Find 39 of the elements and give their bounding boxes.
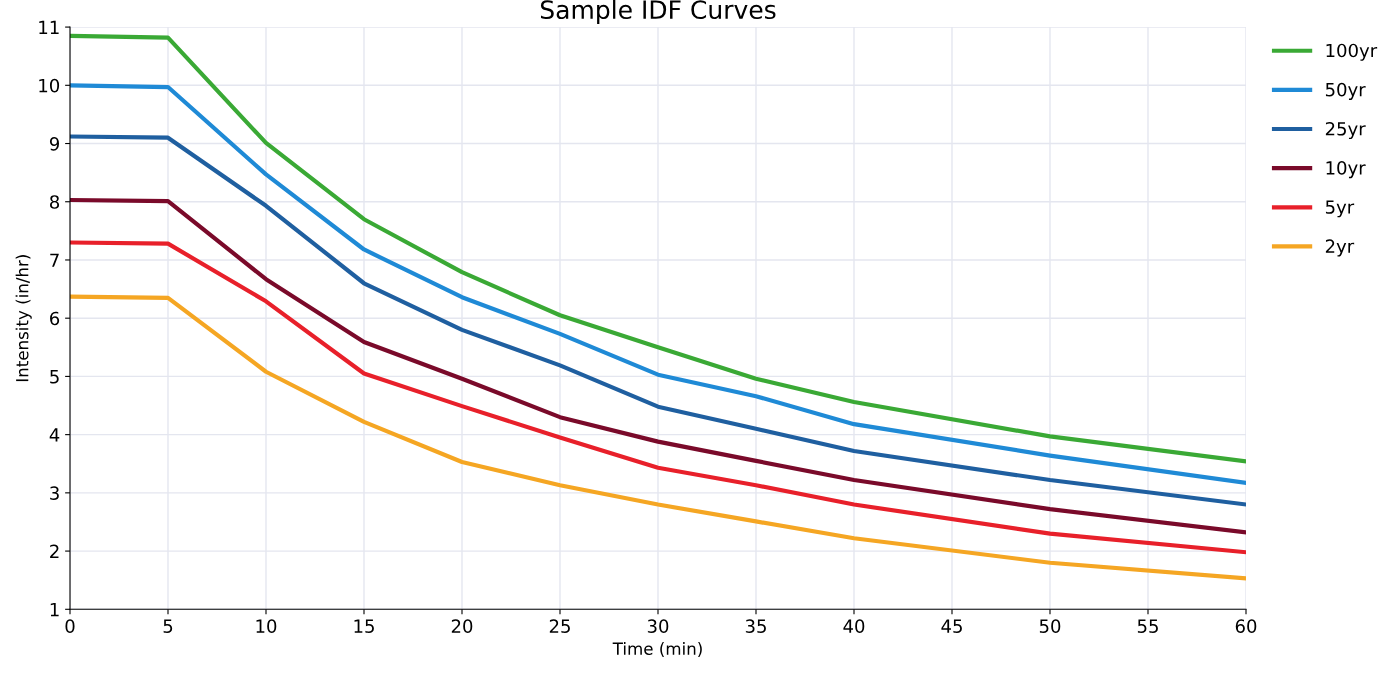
legend-label: 5yr [1325,200,1355,218]
line-series [70,33,1246,464]
x-tick-label: 45 [941,619,962,633]
y-axis-title: Intensity (in/hr) [15,255,32,382]
y-tick-label: 10 [39,78,60,93]
line-series [70,197,1246,535]
y-tick-label: 4 [49,428,60,442]
line-series [70,83,1246,486]
y-tick-label: 2 [50,544,59,558]
legend-label: 25yr [1325,121,1366,140]
x-tick-label: 35 [745,619,766,633]
x-tick-label: 60 [1235,619,1257,633]
x-tick-label: 10 [256,619,277,633]
x-axis-title: Time (min) [612,642,702,657]
x-tick-label: 40 [843,619,865,633]
x-tick-label: 0 [65,619,75,633]
x-tick-label: 5 [163,619,173,633]
x-tick-label: 20 [451,619,473,633]
line-series [70,134,1246,507]
legend-label: 2yr [1325,239,1355,257]
y-tick-label: 6 [50,311,60,326]
line-series [70,240,1246,555]
y-tick-label: 1 [50,603,59,617]
legend-label: 100yr [1326,43,1378,61]
y-tick-label: 3 [50,486,59,500]
x-tick-label: 30 [647,619,669,633]
legend-label: 10yr [1326,161,1366,179]
chart-title: Sample IDF Curves [540,0,776,24]
y-tick-label: 9 [49,136,60,151]
x-tick-label: 50 [1039,619,1061,633]
y-tick-label: 11 [39,20,59,34]
x-tick-label: 55 [1137,619,1158,633]
y-tick-label: 5 [50,370,59,384]
line-series [70,294,1246,581]
x-tick-label: 25 [549,619,570,633]
legend-label: 50yr [1325,82,1366,100]
y-tick-label: 7 [50,253,59,267]
y-tick-label: 8 [50,195,60,209]
x-tick-label: 15 [354,619,374,633]
